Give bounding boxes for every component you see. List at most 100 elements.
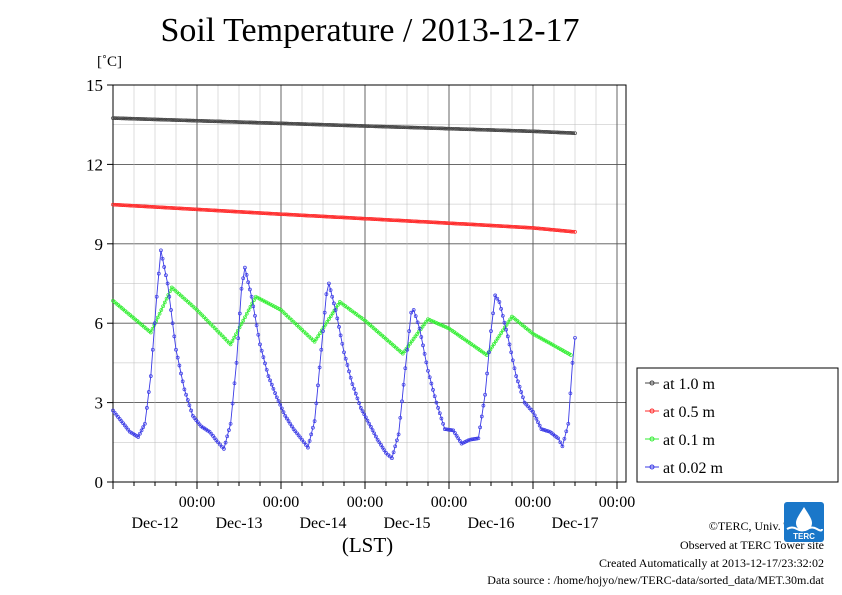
series-point (125, 203, 129, 208)
series-point (169, 308, 173, 312)
series-point (354, 216, 359, 221)
series-point (468, 222, 472, 227)
series-point (403, 218, 408, 223)
series-point (158, 117, 163, 122)
series-point (509, 350, 514, 355)
legend-swatch-marker (649, 464, 655, 470)
series-point (321, 122, 325, 127)
series-point (517, 129, 521, 133)
series-point (411, 308, 416, 312)
series-point (195, 118, 199, 123)
series-point (536, 129, 541, 134)
series-point (524, 129, 528, 133)
series-point (568, 353, 573, 357)
series-point (552, 228, 556, 232)
series-point (114, 116, 119, 121)
series-point (111, 116, 115, 120)
series-point (160, 205, 164, 210)
series-point (378, 124, 383, 129)
series-point (366, 124, 371, 128)
series-point (400, 399, 404, 404)
series-point (301, 122, 306, 126)
series-point (426, 368, 430, 373)
series-point (277, 212, 282, 216)
series-point (224, 119, 229, 124)
series-point (290, 424, 294, 429)
series-point (305, 213, 310, 218)
series-point (389, 218, 394, 222)
series-point (314, 401, 319, 406)
series-point (275, 121, 280, 126)
series-point (391, 450, 396, 455)
series-point (350, 382, 355, 386)
series-point (483, 392, 487, 397)
series-point (369, 425, 373, 429)
series-point (492, 128, 497, 132)
series-point (306, 445, 310, 450)
series-point (534, 333, 539, 338)
y-tick-label: 12 (86, 155, 103, 174)
series-point (265, 211, 269, 216)
series-point (420, 219, 425, 224)
series-point (564, 130, 569, 135)
series-point (182, 387, 187, 392)
series-point (440, 323, 444, 328)
series-point (493, 293, 498, 298)
series-point (329, 123, 334, 127)
series-point (266, 374, 271, 378)
series-point (496, 128, 500, 133)
series-point (487, 128, 492, 132)
series-point (468, 437, 472, 442)
series-point (128, 203, 133, 208)
series-point (543, 130, 548, 134)
legend-swatch-marker (649, 436, 655, 442)
series-point (410, 219, 415, 224)
series-point (285, 416, 289, 421)
series-point (342, 123, 346, 128)
series-point (326, 214, 331, 219)
series-point (230, 339, 235, 343)
series-point (503, 128, 507, 133)
series-point (228, 209, 233, 214)
series-point (270, 121, 275, 125)
series-point (510, 358, 515, 363)
series-point (118, 116, 122, 121)
x-axis-label: (LST) (342, 533, 393, 557)
series-point (419, 219, 423, 224)
series-point (203, 208, 208, 212)
series-point (524, 225, 528, 230)
series-point (239, 286, 244, 291)
series-point (507, 342, 512, 347)
series-point (233, 209, 238, 214)
series-point (377, 124, 381, 129)
series-point (557, 228, 562, 233)
series-point (301, 213, 306, 218)
series-point (146, 204, 150, 209)
series-point (348, 375, 353, 380)
series-point (256, 120, 261, 125)
series-point (553, 228, 558, 232)
series-point (238, 120, 243, 124)
series-point (177, 363, 182, 368)
series-point (380, 445, 385, 450)
series-point (159, 248, 163, 253)
series-point (434, 220, 439, 225)
series-point (228, 421, 233, 426)
series-point (417, 125, 422, 130)
series-point (571, 229, 576, 234)
series-point (490, 344, 495, 349)
series-point (398, 218, 402, 223)
series-point (420, 324, 425, 329)
series-point (198, 207, 203, 212)
series-point (123, 203, 128, 208)
series-point (427, 220, 432, 224)
series-point (497, 333, 502, 338)
series-point (282, 212, 287, 217)
series-point (269, 382, 274, 387)
series-point (408, 219, 413, 223)
series-point (167, 117, 171, 122)
series-point (328, 314, 333, 319)
series-point (391, 218, 395, 223)
series-point (321, 214, 325, 219)
series-point (286, 212, 290, 217)
